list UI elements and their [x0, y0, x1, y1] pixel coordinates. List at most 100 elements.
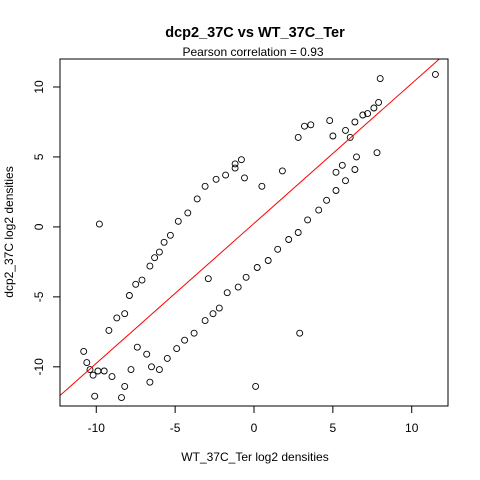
data-point	[190, 329, 198, 337]
data-point	[237, 156, 245, 164]
data-point	[242, 273, 250, 281]
data-point	[118, 394, 125, 402]
x-tick-label: 0	[251, 421, 258, 435]
data-point	[241, 174, 248, 182]
data-point	[323, 196, 331, 204]
data-point	[113, 314, 121, 322]
data-point	[132, 280, 140, 288]
data-point	[212, 175, 220, 183]
data-point	[364, 110, 372, 118]
data-point	[138, 276, 146, 284]
data-point	[342, 126, 349, 134]
data-point	[155, 248, 163, 256]
data-point	[155, 366, 163, 374]
x-tick-label: 5	[330, 421, 337, 435]
data-point	[125, 292, 133, 299]
data-point	[353, 153, 360, 161]
data-point	[146, 378, 154, 386]
x-axis-label: WT_37C_Ter log2 densities	[181, 450, 328, 464]
data-point	[148, 363, 155, 371]
data-point	[253, 264, 261, 271]
data-point	[143, 350, 151, 358]
y-tick-label: 0	[32, 223, 46, 230]
data-point	[326, 117, 334, 125]
data-point	[174, 217, 182, 225]
data-point	[234, 283, 242, 291]
data-point	[146, 262, 154, 270]
data-point	[83, 359, 91, 367]
data-point	[346, 133, 354, 141]
y-tick-label: -10	[32, 358, 46, 376]
data-point	[151, 254, 159, 262]
data-point	[294, 229, 302, 236]
data-point	[204, 275, 212, 283]
x-tick-label: 10	[405, 421, 419, 435]
data-point	[100, 367, 108, 375]
data-point	[376, 75, 384, 83]
data-point	[315, 206, 323, 214]
data-point	[274, 245, 282, 253]
y-axis: -10 -5 0 5 10	[32, 80, 60, 376]
data-point	[105, 326, 113, 334]
data-point	[121, 382, 129, 390]
data-point	[258, 182, 266, 190]
data-point	[222, 171, 230, 179]
y-tick-label: -5	[32, 291, 46, 302]
data-point	[108, 373, 116, 381]
data-point	[304, 216, 312, 224]
data-point	[209, 310, 217, 318]
data-point	[173, 345, 181, 353]
data-point	[160, 238, 168, 246]
data-point	[231, 160, 239, 168]
regression-line	[60, 59, 441, 396]
data-point	[329, 132, 337, 140]
y-axis-label: dcp2_37C log2 densities	[2, 166, 16, 297]
data-point	[215, 304, 223, 312]
data-point	[359, 111, 367, 119]
data-point	[342, 177, 349, 185]
data-point	[94, 367, 102, 375]
data-point	[332, 187, 340, 194]
data-point	[264, 257, 272, 264]
y-tick-label: 10	[32, 80, 46, 94]
data-point	[166, 231, 174, 239]
data-point	[375, 98, 383, 106]
data-point	[133, 343, 141, 351]
data-point	[278, 167, 286, 175]
data-point	[193, 195, 201, 203]
data-point	[184, 209, 192, 217]
x-tick-label: -5	[170, 421, 181, 435]
data-point	[201, 317, 209, 325]
data-point	[86, 366, 94, 374]
data-point	[373, 149, 381, 157]
data-point	[181, 336, 189, 344]
data-point	[121, 310, 129, 318]
data-point	[285, 236, 293, 243]
data-point	[80, 347, 88, 355]
chart-subtitle: Pearson correlation = 0.93	[182, 45, 323, 59]
chart-title: dcp2_37C vs WT_37C_Ter	[165, 25, 345, 41]
data-point	[301, 122, 308, 130]
data-point	[201, 182, 209, 190]
data-point	[370, 104, 378, 112]
data-point	[294, 133, 302, 141]
data-point	[163, 354, 171, 362]
data-point	[91, 392, 99, 400]
data-point	[351, 118, 359, 126]
plot-frame	[59, 58, 449, 407]
points-layer	[80, 70, 439, 402]
fit-layer	[60, 59, 441, 396]
data-point	[307, 121, 315, 129]
y-tick-label: 5	[32, 153, 46, 160]
data-point	[351, 166, 359, 173]
x-axis: -10 -5 0 5 10	[88, 405, 419, 435]
data-point	[231, 164, 239, 172]
data-point	[296, 329, 304, 337]
data-point	[431, 70, 439, 78]
data-point	[223, 289, 231, 297]
data-point	[252, 382, 260, 390]
data-point	[127, 366, 135, 374]
x-tick-label: -10	[88, 421, 106, 435]
data-point	[89, 371, 97, 379]
